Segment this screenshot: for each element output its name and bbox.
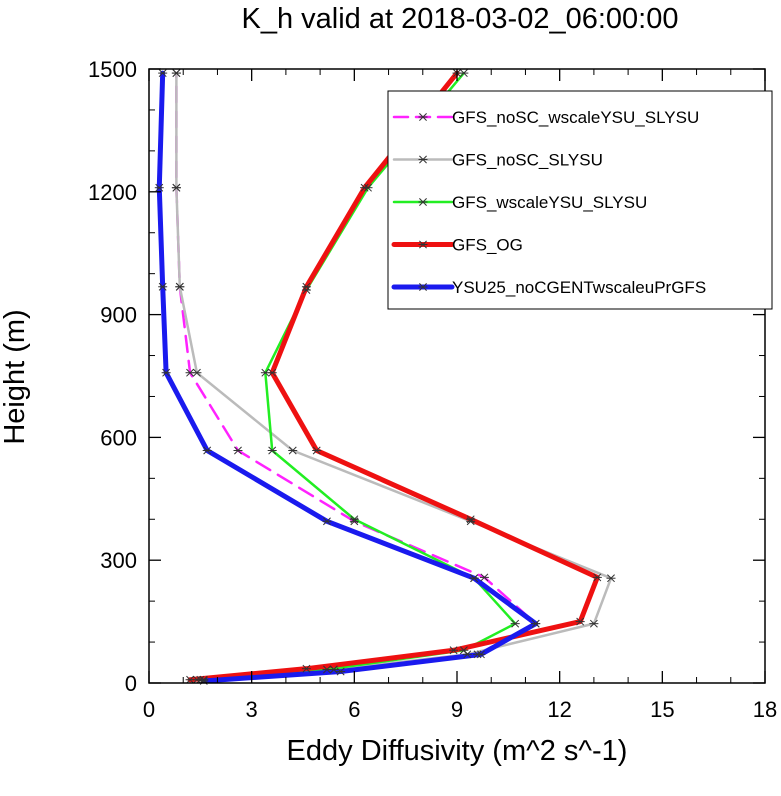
x-tick-label: 9 <box>451 697 463 722</box>
legend-label-3: GFS_OG <box>452 236 523 255</box>
data-point-4-6 <box>202 446 212 455</box>
data-point-4-8 <box>158 282 168 291</box>
legend: GFS_noSC_wscaleYSU_SLYSU GFS_noSC_SLYSU GF… <box>387 90 773 310</box>
data-point-1-6 <box>288 446 298 455</box>
data-point-1-10 <box>171 69 181 78</box>
data-point-4-5 <box>322 517 332 526</box>
data-point-2-3 <box>510 619 520 628</box>
data-point-1-4 <box>606 574 616 583</box>
data-point-1-7 <box>192 368 202 377</box>
data-point-0-6 <box>233 446 243 455</box>
data-point-4-1 <box>336 667 346 676</box>
data-point-3-1 <box>301 664 311 673</box>
data-point-3-6 <box>312 446 322 455</box>
legend-marker-4 <box>418 283 428 291</box>
chart-title: K_h valid at 2018-03-02_06:00:00 <box>242 3 679 35</box>
x-tick-label: 6 <box>348 697 360 722</box>
legend-box <box>387 90 773 310</box>
data-point-2-5 <box>349 515 359 524</box>
x-tick-label: 0 <box>143 697 155 722</box>
data-point-3-2 <box>449 646 459 655</box>
data-point-4-7 <box>161 368 171 377</box>
y-tick-label: 600 <box>100 425 137 450</box>
data-point-3-3 <box>575 617 585 626</box>
y-tick-label: 0 <box>125 671 137 696</box>
y-axis-label: Height (m) <box>0 309 31 444</box>
data-point-3-8 <box>301 282 311 291</box>
legend-label-4: YSU25_noCGENTwscaleuPrGFS <box>452 278 706 297</box>
y-tick-label: 1200 <box>88 180 137 205</box>
data-point-4-9 <box>154 183 164 192</box>
legend-marker-1 <box>418 155 428 164</box>
data-point-2-2 <box>459 646 469 655</box>
data-point-4-10 <box>158 69 168 78</box>
data-point-0-4 <box>479 573 489 582</box>
legend-label-2: GFS_wscaleYSU_SLYSU <box>452 193 647 212</box>
y-tick-label: 900 <box>100 303 137 328</box>
legend-label-1: GFS_noSC_SLYSU <box>452 151 603 170</box>
data-point-1-8 <box>175 282 185 291</box>
x-tick-label: 3 <box>246 697 258 722</box>
x-tick-label: 18 <box>753 697 777 722</box>
data-point-3-5 <box>466 515 476 524</box>
x-axis-label: Eddy Diffusivity (m^2 s^-1) <box>287 735 628 767</box>
data-point-1-9 <box>171 183 181 192</box>
legend-label-0: GFS_noSC_wscaleYSU_SLYSU <box>452 108 699 127</box>
data-point-3-0 <box>185 675 195 684</box>
x-tick-label: 15 <box>650 697 674 722</box>
legend-marker-3 <box>418 240 428 249</box>
legend-marker-2 <box>418 198 428 206</box>
data-point-4-3 <box>531 619 541 628</box>
legend-marker-0 <box>418 113 428 121</box>
plot-area: 0 3 6 9 12 15 18 0 300 600 900 1200 1500 <box>88 57 777 722</box>
x-tick-label: 12 <box>547 697 571 722</box>
data-point-2-6 <box>267 446 277 455</box>
data-point-3-7 <box>267 368 277 377</box>
data-point-2-1 <box>322 665 332 674</box>
data-point-3-9 <box>360 183 370 192</box>
data-point-3-4 <box>592 573 602 582</box>
data-point-1-3 <box>589 619 599 628</box>
y-tick-label: 1500 <box>88 57 137 82</box>
y-tick-label: 300 <box>100 548 137 573</box>
data-point-4-2 <box>476 650 486 659</box>
data-point-4-4 <box>469 574 479 583</box>
